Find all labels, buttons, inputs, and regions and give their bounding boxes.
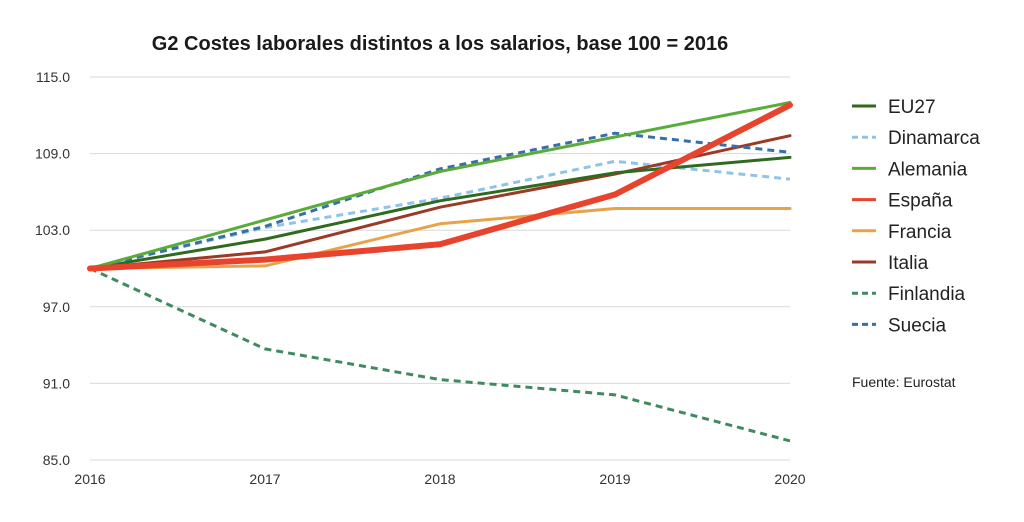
x-tick-label: 2020 bbox=[774, 471, 805, 487]
y-tick-label: 91.0 bbox=[43, 375, 70, 391]
chart-title: G2 Costes laborales distintos a los sala… bbox=[152, 33, 728, 55]
source-note: Fuente: Eurostat bbox=[852, 374, 956, 390]
legend: EU27 Dinamarca Alemania España Francia Italia… bbox=[852, 97, 980, 336]
legend-item: Alemania bbox=[852, 159, 968, 180]
x-tick-label: 2017 bbox=[249, 471, 280, 487]
legend-item: Dinamarca bbox=[852, 128, 980, 149]
series-lines bbox=[87, 101, 793, 443]
series-line-italia bbox=[88, 134, 792, 270]
series-line-alemania bbox=[88, 101, 792, 270]
y-tick-label: 97.0 bbox=[43, 299, 70, 315]
legend-label: Italia bbox=[888, 253, 929, 274]
legend-label: Dinamarca bbox=[888, 128, 980, 149]
legend-item: España bbox=[852, 191, 953, 212]
legend-item: Suecia bbox=[852, 315, 947, 336]
gridlines bbox=[90, 76, 790, 461]
x-tick-label: 2019 bbox=[599, 471, 630, 487]
legend-label: Suecia bbox=[888, 315, 947, 336]
y-tick-label: 109.0 bbox=[35, 146, 70, 162]
y-tick-label: 85.0 bbox=[43, 452, 70, 468]
x-tick-label: 2016 bbox=[74, 471, 105, 487]
legend-item: Finlandia bbox=[852, 284, 966, 305]
legend-item: Italia bbox=[852, 253, 929, 274]
y-tick-label: 115.0 bbox=[36, 69, 70, 85]
x-tick-label: 2018 bbox=[424, 471, 455, 487]
series-line-francia bbox=[88, 207, 792, 270]
legend-label: EU27 bbox=[888, 97, 936, 118]
legend-label: España bbox=[888, 191, 953, 212]
series-line-finlandia bbox=[89, 267, 791, 443]
series-line-suecia bbox=[89, 131, 791, 270]
legend-item: Francia bbox=[852, 222, 952, 243]
series-line-espa-a bbox=[87, 102, 793, 272]
legend-item: EU27 bbox=[852, 97, 936, 118]
series-line-eu27 bbox=[88, 155, 792, 270]
x-axis-ticks: 2016 2017 2018 2019 2020 bbox=[74, 471, 805, 487]
legend-label: Finlandia bbox=[888, 284, 966, 305]
legend-label: Alemania bbox=[888, 159, 968, 180]
y-tick-label: 103.0 bbox=[35, 222, 70, 238]
series-line-dinamarca bbox=[89, 159, 791, 270]
legend-label: Francia bbox=[888, 222, 952, 243]
y-axis-ticks: 85.0 91.0 97.0 103.0 109.0 115.0 bbox=[35, 69, 70, 468]
